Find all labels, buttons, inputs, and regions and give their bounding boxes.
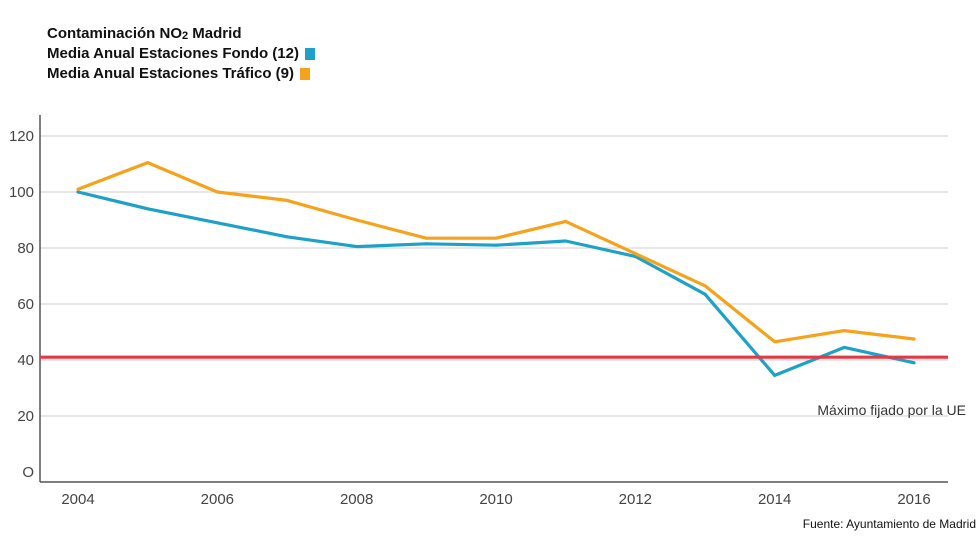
data-point bbox=[703, 292, 707, 296]
data-point bbox=[773, 340, 777, 344]
data-point bbox=[494, 236, 498, 240]
data-point bbox=[912, 337, 916, 341]
data-point bbox=[564, 239, 568, 243]
data-point bbox=[285, 198, 289, 202]
x-tick-label: 2012 bbox=[619, 491, 652, 508]
x-tick-label: 2004 bbox=[61, 491, 94, 508]
x-tick-label: 2016 bbox=[897, 491, 930, 508]
data-point bbox=[355, 218, 359, 222]
series-line-trafico bbox=[76, 161, 916, 344]
data-point bbox=[215, 190, 219, 194]
data-point bbox=[76, 187, 80, 191]
reference-line-label: Máximo fijado por la UE bbox=[817, 402, 966, 418]
data-point bbox=[424, 236, 428, 240]
chart-title-tail: Madrid bbox=[188, 25, 242, 42]
legend-entry-fondo: Media Anual Estaciones Fondo (12) bbox=[47, 44, 315, 64]
series-line-fondo bbox=[76, 190, 916, 377]
data-point bbox=[76, 190, 80, 194]
legend-swatch-fondo bbox=[304, 48, 315, 60]
legend-label-fondo: Media Anual Estaciones Fondo (12) bbox=[47, 45, 299, 62]
data-point bbox=[494, 243, 498, 247]
source-note: Fuente: Ayuntamiento de Madrid bbox=[802, 517, 976, 531]
gridlines bbox=[40, 135, 948, 417]
data-point bbox=[146, 161, 150, 165]
chart-title: Contaminación NO 2 Madrid bbox=[47, 24, 315, 44]
x-tick-label: 2008 bbox=[340, 491, 373, 508]
chart-legend: Contaminación NO 2 Madrid Media Anual Est… bbox=[47, 24, 315, 84]
y-tick-label: 40 bbox=[17, 352, 34, 369]
data-point bbox=[146, 207, 150, 211]
data-point bbox=[633, 252, 637, 256]
data-point bbox=[842, 345, 846, 349]
x-tick-label: 2006 bbox=[201, 491, 234, 508]
data-point bbox=[424, 242, 428, 246]
data-point bbox=[703, 284, 707, 288]
legend-label-trafico: Media Anual Estaciones Tráfico (9) bbox=[47, 65, 295, 82]
y-tick-label: O bbox=[22, 464, 34, 481]
chart-title-subscript: 2 bbox=[182, 30, 189, 42]
reference-line-group: Máximo fijado por la UE bbox=[40, 355, 966, 418]
data-point bbox=[285, 235, 289, 239]
y-tick-label: 60 bbox=[17, 296, 34, 313]
legend-entry-trafico: Media Anual Estaciones Tráfico (9) bbox=[47, 64, 315, 84]
y-axis-ticks: O 20 40 60 80 100 120 bbox=[9, 128, 34, 481]
y-tick-label: 120 bbox=[9, 128, 34, 145]
y-tick-label: 80 bbox=[17, 240, 34, 257]
y-tick-label: 100 bbox=[9, 184, 34, 201]
x-tick-label: 2010 bbox=[479, 491, 512, 508]
data-point bbox=[355, 245, 359, 249]
chart-title-main: Contaminación NO bbox=[47, 25, 183, 42]
legend-swatch-trafico bbox=[300, 68, 311, 80]
y-tick-label: 20 bbox=[17, 408, 34, 425]
data-point bbox=[215, 221, 219, 225]
data-point bbox=[912, 361, 916, 365]
x-axis-ticks: 2004 2006 2008 2010 2012 2014 2016 bbox=[61, 491, 930, 508]
data-point bbox=[842, 329, 846, 333]
data-point bbox=[564, 219, 568, 223]
series-lines bbox=[76, 161, 916, 377]
x-tick-label: 2014 bbox=[758, 491, 791, 508]
data-point bbox=[773, 373, 777, 377]
